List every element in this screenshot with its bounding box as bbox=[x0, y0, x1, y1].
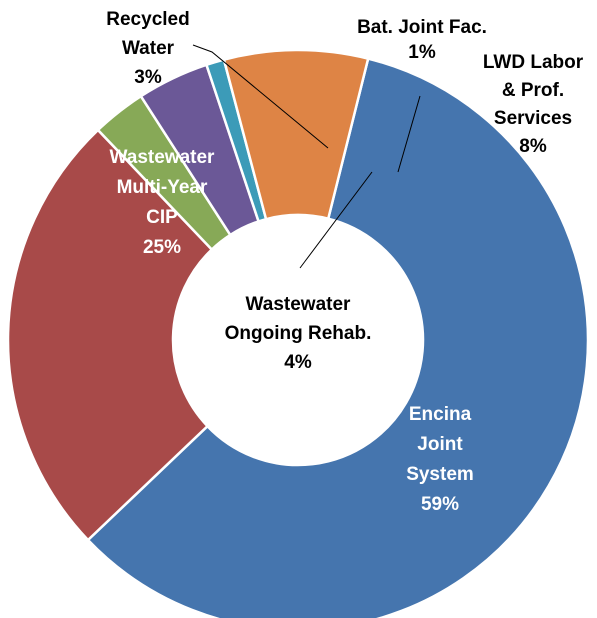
slice-label-line: Multi-Year bbox=[117, 177, 208, 198]
slice-label-line: 59% bbox=[421, 494, 459, 515]
slice-label-line: Services bbox=[494, 108, 572, 129]
slice-label-line: Wastewater bbox=[246, 294, 351, 315]
slice-label-line: Encina bbox=[409, 404, 472, 425]
leader-line-3 bbox=[299, 171, 373, 269]
slice-label-5: LWD Labor & Prof. Services 8% bbox=[483, 52, 584, 157]
slice-label-line: System bbox=[406, 464, 474, 485]
leader-line-2 bbox=[192, 44, 329, 149]
slice-label-line: Bat. Joint Fac. bbox=[357, 17, 487, 38]
slice-label-line: Recycled bbox=[106, 9, 189, 30]
slice-labels: Encina Joint System 59% Wastewater Multi-Year… bbox=[106, 9, 583, 515]
slice-label-1: Wastewater Multi-Year CIP 25% bbox=[110, 147, 215, 258]
slice-label-line: 8% bbox=[519, 136, 547, 157]
leader-lines bbox=[192, 44, 421, 269]
slice-label-line: & Prof. bbox=[502, 80, 564, 101]
slice-label-line: 1% bbox=[408, 42, 436, 63]
slice-label-line: CIP bbox=[146, 207, 178, 228]
slice-label-2: Recycled Water 3% bbox=[106, 9, 189, 88]
slices bbox=[6, 48, 590, 618]
slice-1 bbox=[6, 128, 214, 542]
slice-label-line: Water bbox=[122, 38, 175, 59]
slice-label-0: Encina Joint System 59% bbox=[406, 404, 474, 515]
slice-label-line: 3% bbox=[134, 67, 162, 88]
slice-0 bbox=[86, 57, 590, 618]
slice-label-line: Joint bbox=[417, 434, 463, 455]
slice-label-3: Wastewater Ongoing Rehab. 4% bbox=[225, 294, 372, 373]
leader-line-4 bbox=[397, 95, 421, 173]
slice-label-line: Ongoing Rehab. bbox=[225, 323, 372, 344]
slice-label-4: Bat. Joint Fac. 1% bbox=[357, 17, 487, 63]
slice-label-line: 25% bbox=[143, 237, 181, 258]
slice-label-line: LWD Labor bbox=[483, 52, 584, 73]
slice-label-line: Wastewater bbox=[110, 147, 215, 168]
slice-label-line: 4% bbox=[284, 352, 312, 373]
